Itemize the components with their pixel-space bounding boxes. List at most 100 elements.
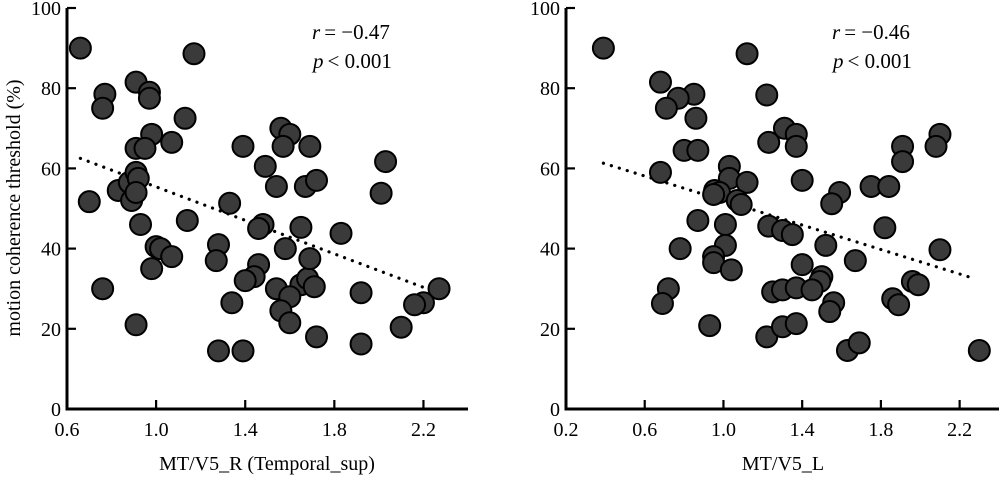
left-points [68,36,451,363]
right-data-point [887,293,911,317]
right-y-tick-label: 80 [540,78,560,100]
right-y-tick-label: 20 [540,319,560,341]
left-data-point [273,237,297,261]
right-data-point [873,216,897,240]
left-y-axis-label: motion coherence threshold (%) [3,79,25,336]
left-data-point [220,291,244,315]
left-data-point [369,181,393,205]
left-data-point [204,249,228,273]
right-r-stat: r = −0.46 [832,20,910,44]
left-data-point [305,325,329,349]
right-data-point [924,134,948,158]
right-x-tick-label: 1.8 [868,419,893,441]
left-data-point [182,42,206,66]
right-data-point [800,278,824,302]
left-data-point [329,221,353,245]
left-data-point [173,106,197,130]
right-data-point [684,106,708,130]
left-axes: 0 20 40 60 80 100 0.6 1.0 1.4 1.8 2.2 [31,0,468,441]
left-scatter-plot: 0 20 40 60 80 100 0.6 1.0 1.4 1.8 2.2 MT/V5_R (Tem… [3,0,468,475]
left-data-point [91,96,115,120]
right-data-point [648,160,672,184]
right-y-tick-label: 100 [530,0,560,20]
left-data-point [206,339,230,363]
left-data-point [124,180,148,204]
right-data-point [843,249,867,273]
right-data-point [654,96,678,120]
right-r-symbol: r [832,20,841,44]
right-data-point [784,134,808,158]
right-data-point [713,213,737,237]
left-r-stat: r = −0.47 [312,20,390,44]
right-data-point [757,130,781,154]
left-data-point [374,150,398,174]
right-trend-line [601,161,976,280]
left-data-point [77,190,101,214]
left-p-value: < 0.001 [328,49,392,73]
left-data-point [389,315,413,339]
left-r-symbol: r [312,20,321,44]
left-data-point [349,332,373,356]
right-data-point [814,233,838,257]
left-x-tick-label: 1.0 [144,419,169,441]
left-data-point [349,281,373,305]
left-p-stat: p < 0.001 [311,49,392,73]
left-data-point [231,134,255,158]
right-data-point [735,42,759,66]
left-data-point [278,311,302,335]
left-data-point [91,277,115,301]
right-data-point [729,192,753,216]
right-axis-lines [564,8,999,411]
right-data-point [668,237,692,261]
right-x-tick-label: 2.2 [947,419,972,441]
right-data-point [877,174,901,198]
right-data-point [686,209,710,233]
right-x-tick-label: 1.0 [711,419,736,441]
right-data-point [967,338,991,362]
left-data-point [124,313,148,337]
right-y-tick-label: 60 [540,158,560,180]
right-points [591,36,991,362]
left-data-point [298,134,322,158]
left-data-point [140,257,164,281]
left-y-tick-label: 60 [41,158,61,180]
left-y-tick-label: 40 [41,239,61,261]
right-data-point [719,258,743,282]
left-data-point [129,213,153,237]
right-data-point [648,70,672,94]
left-data-point [247,217,271,241]
left-data-point [253,154,277,178]
right-data-point [790,168,814,192]
left-data-point [133,136,157,160]
left-x-axis-label: MT/V5_R (Temporal_sup) [159,453,375,475]
right-data-point [650,292,674,316]
left-data-point [231,339,255,363]
left-y-tick-label: 0 [51,399,61,421]
left-p-symbol: p [311,49,324,73]
left-data-point [403,293,427,317]
left-y-tick-label: 80 [41,78,61,100]
left-data-point [305,168,329,192]
right-data-point [698,314,722,338]
right-y-tick-label: 0 [550,399,560,421]
right-scatter-plot: 0 20 40 60 80 100 0.2 0.6 1.0 1.4 1.8 2.2 MT/V5_L r… [530,0,999,475]
right-trend-layer [601,161,976,280]
right-data-point [891,150,915,174]
right-data-point [755,83,779,107]
right-data-point [790,253,814,277]
right-p-stat: p < 0.001 [831,49,912,73]
right-x-tick-label: 1.4 [790,419,815,441]
right-p-symbol: p [831,49,844,73]
right-y-tick-label: 40 [540,239,560,261]
left-data-point [298,247,322,271]
right-data-point [784,312,808,336]
left-data-point [233,269,257,293]
right-x-tick-label: 0.6 [632,419,657,441]
left-data-point [160,130,184,154]
left-data-point [68,36,92,60]
left-data-point [137,86,161,110]
right-x-axis-label: MT/V5_L [742,453,824,475]
right-data-point [591,36,615,60]
left-data-point [289,215,313,239]
